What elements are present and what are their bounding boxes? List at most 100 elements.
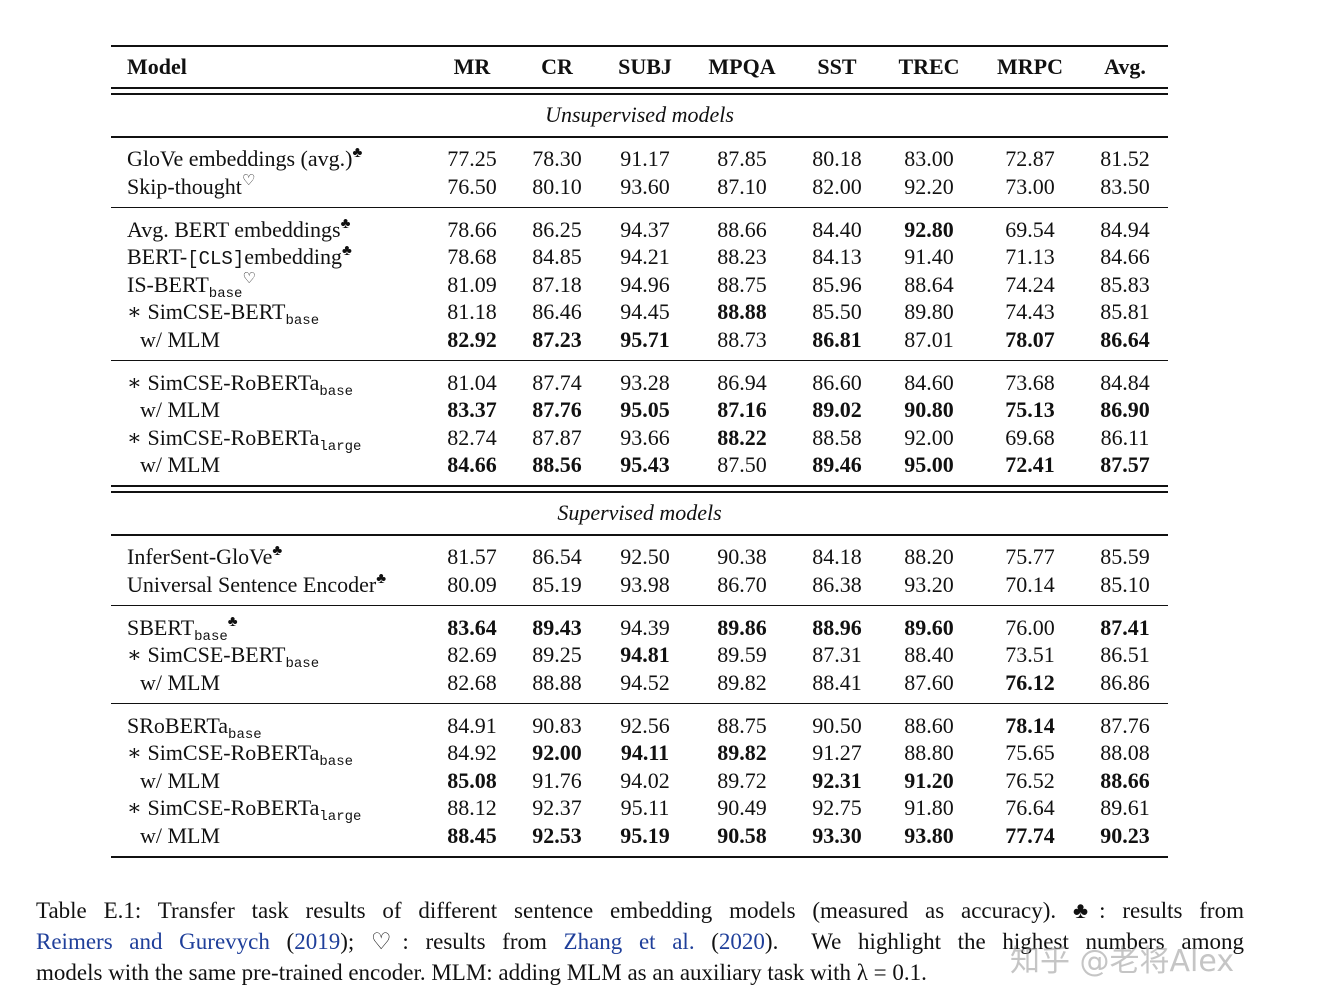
value-cell: 81.18 xyxy=(447,299,497,324)
value-cell: 85.10 xyxy=(1100,571,1150,597)
model-segment: large xyxy=(319,809,362,825)
value-cell: 91.40 xyxy=(904,244,954,269)
model-name: Avg. BERT embeddings♣ xyxy=(127,216,350,247)
caption-text: Table E.1: Transfer task results of diff… xyxy=(36,898,1244,923)
value-cell: 70.14 xyxy=(1005,571,1055,597)
value-cell: 86.11 xyxy=(1100,424,1150,450)
rule xyxy=(111,604,1168,607)
value-cell: 95.19 xyxy=(620,822,670,848)
value-cell: 85.83 xyxy=(1100,271,1150,297)
value-cell: 87.18 xyxy=(532,271,582,297)
value-cell: 84.13 xyxy=(812,244,862,269)
value-cell: 93.60 xyxy=(620,173,670,199)
citation-link[interactable]: Zhang et al. xyxy=(563,929,695,954)
value-cell: 89.60 xyxy=(904,614,954,640)
value-cell: 84.94 xyxy=(1100,216,1150,242)
value-cell: 88.73 xyxy=(717,326,767,352)
header-cell: MR xyxy=(453,54,491,79)
value-cell: 95.71 xyxy=(620,326,670,352)
model-name: w/ MLM xyxy=(140,767,220,795)
value-cell: 92.80 xyxy=(904,216,954,242)
value-cell: 76.00 xyxy=(1005,614,1055,640)
top-rule xyxy=(111,45,1168,47)
value-cell: 91.17 xyxy=(620,146,670,171)
value-cell: 87.50 xyxy=(717,452,767,477)
value-cell: 93.20 xyxy=(904,571,954,597)
model-segment: w/ MLM xyxy=(140,669,221,695)
model-segment: ∗ SimCSE-RoBERTa xyxy=(127,424,320,450)
value-cell: 86.70 xyxy=(717,571,767,597)
value-cell: 86.90 xyxy=(1100,397,1150,422)
value-cell: 88.23 xyxy=(717,244,767,269)
value-cell: 82.68 xyxy=(447,669,497,695)
model-segment: embedding xyxy=(244,244,342,269)
value-cell: 92.50 xyxy=(620,544,670,569)
model-name: w/ MLM xyxy=(140,326,220,354)
value-cell: 93.80 xyxy=(904,822,954,848)
model-segment: base xyxy=(319,383,354,400)
model-name: w/ MLM xyxy=(140,396,220,424)
model-name: SRoBERTabase xyxy=(127,712,262,744)
value-cell: 93.66 xyxy=(620,424,670,450)
model-name: ∗ SimCSE-RoBERTabase xyxy=(127,739,353,771)
model-name: Skip-thought♡ xyxy=(127,173,255,204)
value-cell: 89.72 xyxy=(717,767,767,793)
value-cell: 73.68 xyxy=(1005,369,1055,395)
value-cell: 77.74 xyxy=(1005,822,1055,848)
value-cell: 90.50 xyxy=(812,712,862,738)
model-name: SBERTbase♣ xyxy=(127,614,238,646)
citation-link[interactable]: 2020 xyxy=(718,929,765,954)
header-cell: SUBJ xyxy=(618,54,672,79)
model-segment: IS-BERT xyxy=(127,271,209,297)
value-cell: 85.50 xyxy=(812,299,862,324)
value-cell: 86.25 xyxy=(532,216,582,242)
value-cell: 87.87 xyxy=(532,424,582,450)
header-cell: SST xyxy=(817,54,857,79)
value-cell: 86.54 xyxy=(532,544,582,569)
value-cell: 90.83 xyxy=(532,712,582,738)
value-cell: 94.39 xyxy=(620,614,670,640)
model-segment: SBERT xyxy=(127,614,195,640)
value-cell: 85.81 xyxy=(1100,299,1150,324)
model-name: IS-BERTbase♡ xyxy=(127,271,256,303)
value-cell: 88.66 xyxy=(1100,767,1150,793)
table-row: ∗ SimCSE-RoBERTabase 81.04 87.74 93.28 86.94… xyxy=(0,369,1322,400)
value-cell: 81.52 xyxy=(1100,146,1150,171)
value-cell: 94.52 xyxy=(620,669,670,695)
value-cell: 80.10 xyxy=(532,173,582,199)
rule xyxy=(111,206,1168,209)
table-row: ∗ SimCSE-BERTbase 82.69 89.25 94.81 89.59 87.… xyxy=(0,641,1322,672)
model-name: ∗ SimCSE-RoBERTalarge xyxy=(127,794,361,826)
value-cell: 91.80 xyxy=(904,795,954,820)
table-row: w/ MLM 88.45 92.53 95.19 90.58 93.30 93.80 77.7… xyxy=(0,822,1322,850)
value-cell: 84.92 xyxy=(447,740,497,765)
table-row: ∗ SimCSE-RoBERTabase 84.92 92.00 94.11 89.82… xyxy=(0,739,1322,770)
model-segment: GloVe embeddings (avg.) xyxy=(127,146,353,171)
value-cell: 86.86 xyxy=(1100,669,1150,695)
value-cell: 81.57 xyxy=(447,544,497,569)
value-cell: 92.56 xyxy=(620,712,670,738)
value-cell: 88.64 xyxy=(904,271,954,297)
value-cell: 86.94 xyxy=(717,369,767,395)
citation-link[interactable]: 2019 xyxy=(294,929,341,954)
value-cell: 86.51 xyxy=(1100,642,1150,667)
value-cell: 93.28 xyxy=(620,369,670,395)
value-cell: 88.40 xyxy=(904,642,954,667)
caption-text: models with the same pre-trained encoder… xyxy=(36,960,927,985)
value-cell: 92.53 xyxy=(532,822,582,848)
table-row: w/ MLM 83.37 87.76 95.05 87.16 89.02 90.80 75.1… xyxy=(0,396,1322,424)
value-cell: 87.41 xyxy=(1100,614,1150,640)
citation-link[interactable]: Reimers and Gurevych xyxy=(36,929,270,954)
value-cell: 84.66 xyxy=(447,452,497,477)
caption-line: Reimers and Gurevych (2019); ♡: results … xyxy=(36,927,1244,957)
value-cell: 83.37 xyxy=(447,397,497,422)
value-cell: 76.50 xyxy=(447,173,497,199)
value-cell: 87.57 xyxy=(1100,452,1150,477)
value-cell: 95.43 xyxy=(620,452,670,477)
model-segment: ∗ SimCSE-BERT xyxy=(127,642,286,667)
value-cell: 84.18 xyxy=(812,544,862,569)
value-cell: 94.21 xyxy=(620,244,670,269)
value-cell: 92.31 xyxy=(812,767,862,793)
value-cell: 84.85 xyxy=(532,244,582,269)
value-cell: 72.41 xyxy=(1005,452,1055,477)
